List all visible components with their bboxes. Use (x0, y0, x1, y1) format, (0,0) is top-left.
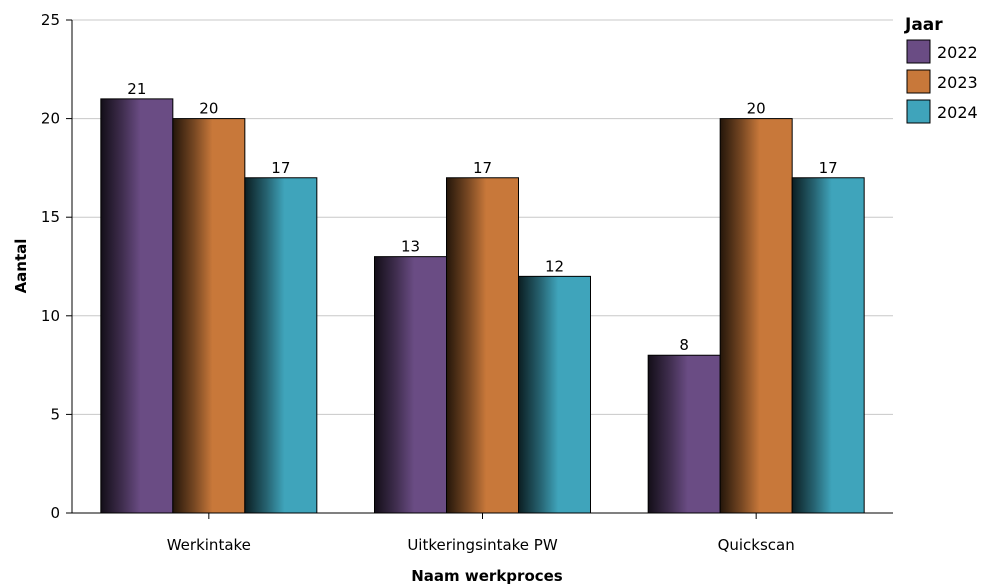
x-tick-label: Uitkeringsintake PW (407, 536, 558, 554)
data-labels: 21 20 17 13 17 12 8 20 17 (127, 80, 837, 354)
legend-label: 2024 (937, 103, 978, 122)
y-tick-label: 25 (41, 11, 60, 29)
bar-2023 (719, 118, 793, 514)
x-axis-title: Naam werkproces (411, 567, 563, 585)
y-tick-label: 10 (41, 307, 60, 325)
y-axis-title: Aantal (12, 239, 30, 294)
y-tick-label: 5 (50, 405, 60, 423)
legend-swatch-2024 (906, 99, 931, 124)
data-label: 8 (679, 336, 689, 354)
x-tick-label: Werkintake (167, 536, 251, 554)
y-tick-label: 15 (41, 208, 60, 226)
data-label: 20 (747, 100, 766, 118)
data-label: 17 (271, 159, 290, 177)
bar-2022 (100, 98, 174, 514)
bar-2023 (446, 177, 519, 514)
y-tick-label: 20 (41, 110, 60, 128)
legend-label: 2022 (937, 43, 978, 62)
data-label: 21 (127, 80, 146, 98)
bar-2023 (172, 118, 246, 514)
y-tick-label: 0 (50, 504, 60, 522)
bar-2022 (647, 354, 721, 514)
data-label: 13 (401, 238, 420, 256)
x-tick-label: Quickscan (718, 536, 795, 554)
legend-label: 2023 (937, 73, 978, 92)
bar-2022 (374, 256, 447, 514)
data-label: 17 (473, 159, 492, 177)
bar-2024 (518, 275, 591, 514)
legend-swatch-2023 (906, 69, 931, 94)
data-label: 12 (545, 257, 564, 275)
legend-title: Jaar (904, 15, 943, 35)
data-label: 17 (819, 159, 838, 177)
legend-swatch-2022 (906, 39, 931, 64)
bar-2024 (791, 177, 865, 514)
bar-2024 (244, 177, 318, 514)
legend: Jaar 2022 2023 2024 (904, 15, 978, 124)
data-label: 20 (199, 100, 218, 118)
y-ticks: 0 5 10 15 20 25 (41, 11, 72, 522)
x-ticks: Werkintake Uitkeringsintake PW Quickscan (167, 513, 795, 554)
bars (100, 98, 865, 514)
